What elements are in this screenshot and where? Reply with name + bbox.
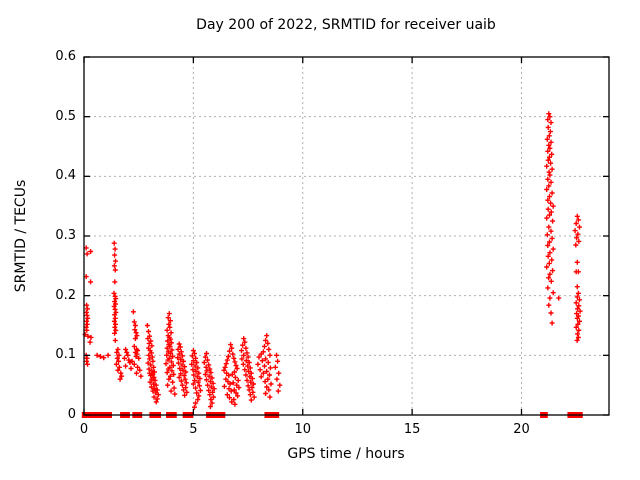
- y-tick-label: 0.3: [55, 228, 76, 243]
- x-tick-label: 15: [403, 422, 421, 437]
- chart-title: Day 200 of 2022, SRMTID for receiver uai…: [196, 17, 496, 33]
- x-tick-label: 20: [513, 422, 530, 437]
- x-tick-label: 5: [189, 422, 198, 437]
- y-tick-label: 0.2: [55, 287, 76, 303]
- x-axis-label: GPS time / hours: [287, 446, 405, 462]
- data-point-markers: [82, 111, 583, 410]
- y-tick-label: 0.6: [55, 49, 76, 64]
- y-tick-label: 0: [67, 407, 76, 422]
- x-tick-label: 0: [79, 422, 89, 437]
- y-tick-label: 0.5: [55, 108, 76, 124]
- x-tick-label: 10: [294, 422, 312, 437]
- scatter-points: [82, 111, 583, 410]
- y-tick-label: 0.1: [55, 347, 76, 363]
- y-tick-label: 0.4: [55, 168, 76, 184]
